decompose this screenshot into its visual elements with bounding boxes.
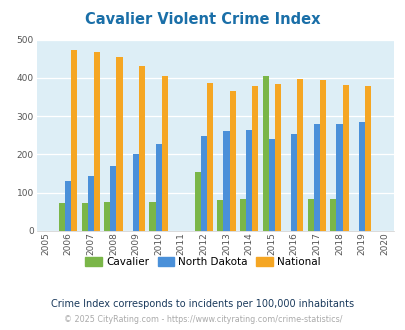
Bar [342, 85, 348, 231]
Legend: Cavalier, North Dakota, National: Cavalier, North Dakota, National [85, 257, 320, 267]
Bar [116, 57, 122, 231]
Text: Cavalier Violent Crime Index: Cavalier Violent Crime Index [85, 12, 320, 26]
Text: Crime Index corresponds to incidents per 100,000 inhabitants: Crime Index corresponds to incidents per… [51, 299, 354, 309]
Bar [330, 199, 336, 231]
Bar [94, 52, 100, 231]
Bar [336, 124, 342, 231]
Bar [110, 166, 116, 231]
Bar [268, 139, 274, 231]
Bar [239, 199, 245, 231]
Bar [155, 144, 161, 231]
Bar [262, 76, 268, 231]
Bar [217, 200, 223, 231]
Bar [71, 50, 77, 231]
Bar [65, 181, 71, 231]
Text: © 2025 CityRating.com - https://www.cityrating.com/crime-statistics/: © 2025 CityRating.com - https://www.city… [64, 315, 341, 324]
Bar [290, 134, 296, 231]
Bar [161, 76, 167, 231]
Bar [207, 83, 213, 231]
Bar [200, 136, 207, 231]
Bar [313, 124, 319, 231]
Bar [139, 66, 145, 231]
Bar [229, 90, 235, 231]
Bar [81, 203, 87, 231]
Bar [364, 85, 371, 231]
Bar [307, 199, 313, 231]
Bar [296, 79, 303, 231]
Bar [245, 130, 252, 231]
Bar [149, 202, 155, 231]
Bar [223, 131, 229, 231]
Bar [194, 173, 200, 231]
Bar [274, 84, 280, 231]
Bar [319, 80, 325, 231]
Bar [59, 203, 65, 231]
Bar [104, 202, 110, 231]
Bar [252, 86, 258, 231]
Bar [358, 122, 364, 231]
Bar [133, 154, 139, 231]
Bar [87, 176, 94, 231]
